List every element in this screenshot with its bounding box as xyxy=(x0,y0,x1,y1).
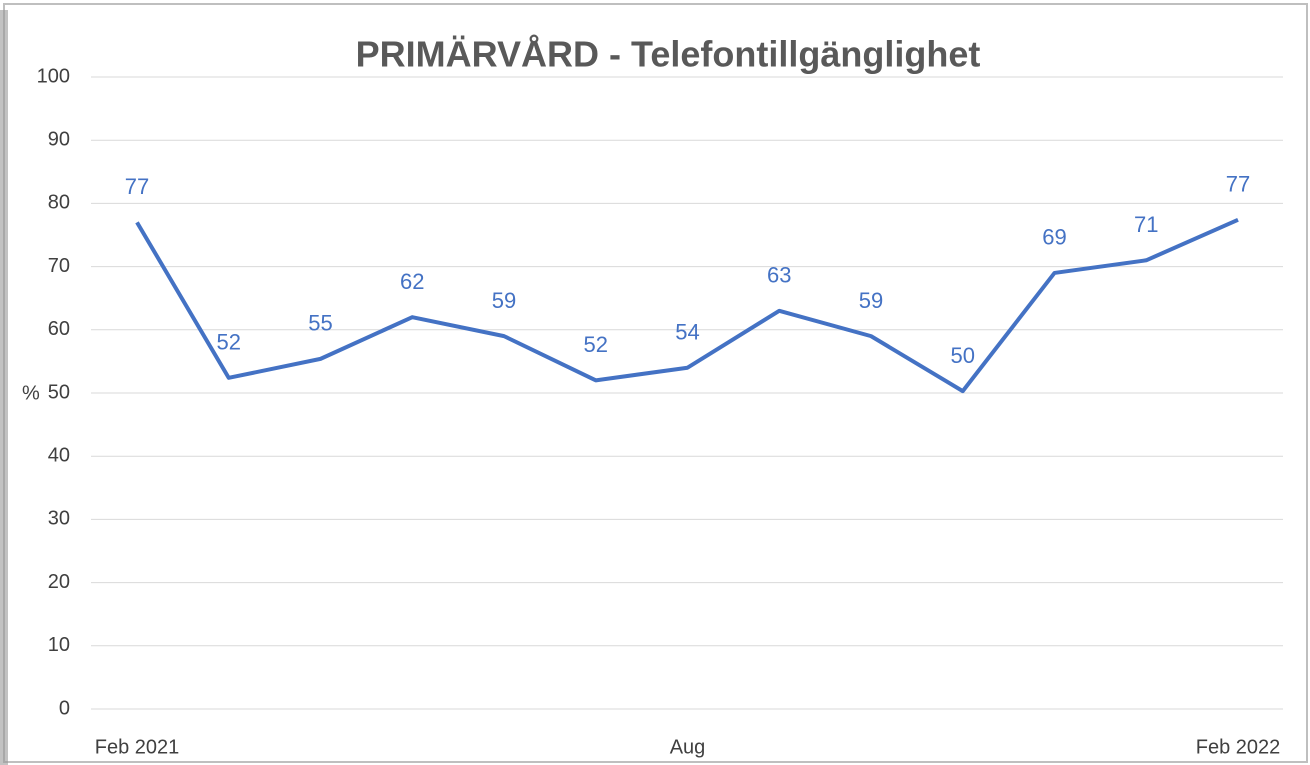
y-tick-label: 40 xyxy=(48,444,70,466)
data-label: 77 xyxy=(125,174,149,199)
x-tick-label: Feb 2022 xyxy=(1196,736,1281,758)
chart-title: PRIMÄRVÅRD - Telefontillgänglighet xyxy=(356,34,981,75)
y-axis-label: % xyxy=(22,382,40,404)
y-tick-label: 30 xyxy=(48,508,70,530)
y-tick-label: 80 xyxy=(48,192,70,214)
y-tick-label: 10 xyxy=(48,634,70,656)
data-label: 69 xyxy=(1042,225,1066,250)
data-label: 62 xyxy=(400,269,424,294)
data-label: 59 xyxy=(492,288,516,313)
y-tick-label: 0 xyxy=(59,697,70,719)
data-label: 50 xyxy=(951,343,975,368)
data-label: 52 xyxy=(584,332,608,357)
data-label: 59 xyxy=(859,288,883,313)
chart-frame xyxy=(3,3,1308,763)
y-tick-label: 50 xyxy=(48,381,70,403)
data-label: 71 xyxy=(1134,212,1158,237)
y-tick-label: 60 xyxy=(48,318,70,340)
line xyxy=(135,218,1239,394)
x-tick-label: Aug xyxy=(670,736,706,758)
frame-shadow xyxy=(0,10,8,765)
data-label: 77 xyxy=(1226,172,1250,197)
data-label: 55 xyxy=(308,311,332,336)
x-tick-label: Feb 2021 xyxy=(95,736,180,758)
y-tick-label: 70 xyxy=(48,255,70,277)
data-label: 63 xyxy=(767,263,791,288)
y-tick-label: 20 xyxy=(48,571,70,593)
data-label: 52 xyxy=(217,330,241,355)
y-tick-label: 100 xyxy=(37,65,70,87)
data-label: 54 xyxy=(675,320,699,345)
y-tick-label: 90 xyxy=(48,128,70,150)
